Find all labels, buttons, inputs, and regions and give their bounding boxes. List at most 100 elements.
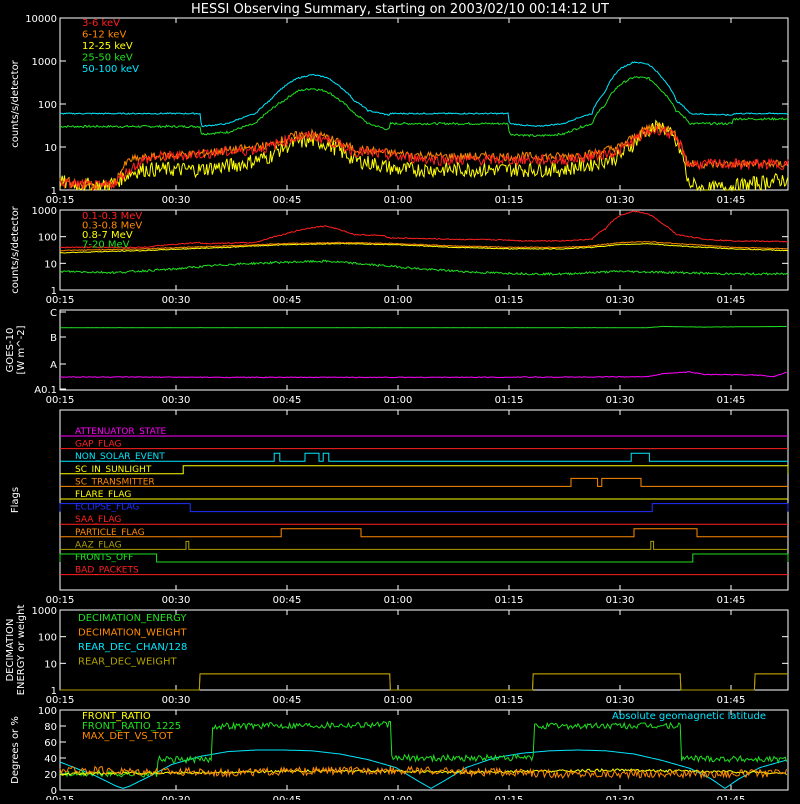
panel1-ytick-label: 10000 xyxy=(25,14,57,25)
flag-line xyxy=(60,452,788,462)
panel3-xtick-label: 01:15 xyxy=(495,395,524,406)
figure-title: HESSI Observing Summary, starting on 200… xyxy=(191,2,609,17)
flag-label: SC_IN_SUNLIGHT xyxy=(75,465,152,475)
panel6-series-absolute-geomagnetic-latitude xyxy=(59,749,787,790)
panel2-legend-item: 0.3-0.8 MeV xyxy=(82,221,142,232)
panel4-xtick-label: 00:15 xyxy=(46,595,75,606)
panel1-xtick-label: 01:00 xyxy=(384,195,413,206)
panel6-ytick-label: 80 xyxy=(44,722,57,733)
panel1-legend-item: 12-25 keV xyxy=(82,41,133,52)
flag-line xyxy=(60,540,788,550)
flag-line xyxy=(60,465,789,475)
panel2-xtick-label: 00:30 xyxy=(162,295,191,306)
panel1-ytick-label: 1000 xyxy=(32,57,57,68)
panel2-xtick-label: 01:00 xyxy=(384,295,413,306)
panel2-legend-item: 7-20 MeV xyxy=(82,240,130,251)
flag-line xyxy=(60,528,788,538)
panel6-xtick-label: 01:45 xyxy=(717,795,746,800)
panel6-xtick-label: 01:00 xyxy=(384,795,413,800)
panel6-xtick-label: 01:15 xyxy=(495,795,524,800)
panel2-legend-item: 0.1-0.3 MeV xyxy=(82,211,142,222)
panel1-xtick-label: 01:45 xyxy=(717,195,746,206)
panel1-legend-item: 6-12 keV xyxy=(82,30,126,41)
flag-line xyxy=(60,477,788,487)
panel5-ytick-label: 100 xyxy=(38,633,57,644)
panel5-series-rear-dec-weight xyxy=(60,673,788,691)
panel5-xtick-label: 01:15 xyxy=(495,695,524,706)
flag-label: ATTENUATOR_STATE xyxy=(75,427,167,437)
panel5-xtick-label: 01:45 xyxy=(717,695,746,706)
flag-line xyxy=(59,503,789,513)
panel5-xtick-label: 00:45 xyxy=(273,695,302,706)
panel5-xtick-label: 01:30 xyxy=(606,695,635,706)
panel6-xtick-label: 01:30 xyxy=(606,795,635,800)
flag-label: AAZ_FLAG xyxy=(75,540,122,550)
panel3-xtick-label: 01:00 xyxy=(384,395,413,406)
panel5-ytick-label: 1 xyxy=(51,686,57,697)
panel3-ylabel: GOES-10 xyxy=(5,328,16,373)
panel2-xtick-label: 01:45 xyxy=(717,295,746,306)
panel5-ylabel: DECIMATION xyxy=(5,618,16,681)
panel2-ytick-label: 100 xyxy=(38,233,57,244)
panel1-ylabel: counts/s/detector xyxy=(10,59,21,147)
panel1-legend-item: 25-50 keV xyxy=(82,53,133,64)
panel6-legend-item: MAX_DET_VS_TOT xyxy=(82,731,174,742)
panel4-ylabel: Flags xyxy=(10,487,21,513)
panel3-ytick-label: A0.1 xyxy=(34,385,57,396)
panel1-legend-item: 3-6 keV xyxy=(82,18,120,29)
panel2-series-0-8-7-mev xyxy=(60,242,789,254)
panel5-xtick-label: 00:30 xyxy=(162,695,191,706)
panel2-ytick-label: 1000 xyxy=(32,206,57,217)
panel2-xtick-label: 01:15 xyxy=(495,295,524,306)
panel4-xtick-label: 01:30 xyxy=(606,595,635,606)
panel2-legend-item: 0.8-7 MeV xyxy=(82,230,133,241)
panel6-xtick-label: 00:45 xyxy=(273,795,302,800)
panel2-frame xyxy=(59,209,789,291)
flag-label: FLARE_FLAG xyxy=(75,490,131,500)
panel6-ytick-label: 60 xyxy=(44,738,57,749)
panel5-xtick-label: 00:15 xyxy=(46,695,75,706)
panel6-ytick-label: 100 xyxy=(38,706,57,717)
panel4-xtick-label: 01:15 xyxy=(495,595,524,606)
panel1-ytick-label: 1 xyxy=(51,186,57,197)
panel4-xtick-label: 01:45 xyxy=(717,595,746,606)
panel1-xtick-label: 00:45 xyxy=(273,195,302,206)
panel6-ytick-label: 20 xyxy=(44,770,57,781)
panel2-xtick-label: 00:45 xyxy=(273,295,302,306)
panel1-legend-item: 50-100 keV xyxy=(82,64,139,75)
panel6-series-front-ratio-1225 xyxy=(59,720,788,778)
panel4-xtick-label: 01:00 xyxy=(384,595,413,606)
panel6-frame xyxy=(59,709,789,791)
panel6-ytick-label: 0 xyxy=(51,786,57,797)
panel2-ylabel: counts/s/detector xyxy=(10,205,21,293)
panel5-ytick-label: 10 xyxy=(44,659,57,670)
flag-label: SC_TRANSMITTER xyxy=(75,477,155,487)
flag-line xyxy=(59,553,789,563)
panel4-xtick-label: 00:45 xyxy=(273,595,302,606)
panel1-xtick-label: 00:15 xyxy=(46,195,75,206)
panel2-xtick-label: 00:15 xyxy=(46,295,75,306)
panel1-ytick-label: 10 xyxy=(44,143,57,154)
panel2-ytick-label: 1 xyxy=(51,286,57,297)
panel2-series-7-20-mev xyxy=(59,259,789,276)
panel6-series-max-det-vs-tot xyxy=(59,765,788,780)
panel5-legend-item: REAR_DEC_WEIGHT xyxy=(78,657,177,668)
flag-label: GAP_FLAG xyxy=(75,440,121,450)
panel3-series-goes-high xyxy=(59,325,787,329)
panel2-ytick-label: 10 xyxy=(44,259,57,270)
panel5-legend-item: DECIMATION_ENERGY xyxy=(78,613,187,624)
panel3-ytick-label: C xyxy=(50,308,57,319)
panel3-xtick-label: 00:30 xyxy=(162,395,191,406)
panel2-series-0-1-0-3-mev xyxy=(60,210,788,249)
panel3-xtick-label: 01:45 xyxy=(717,395,746,406)
panel3-frame xyxy=(59,309,789,391)
panel1-series-50-100-kev xyxy=(60,61,789,128)
panel6-ytick-label: 40 xyxy=(44,754,57,765)
panel5-ytick-label: 1000 xyxy=(32,606,57,617)
panel1-series-25-50-kev xyxy=(59,76,789,138)
panel4-frame xyxy=(59,409,789,591)
flag-label: FRONTS_OFF xyxy=(75,553,133,563)
